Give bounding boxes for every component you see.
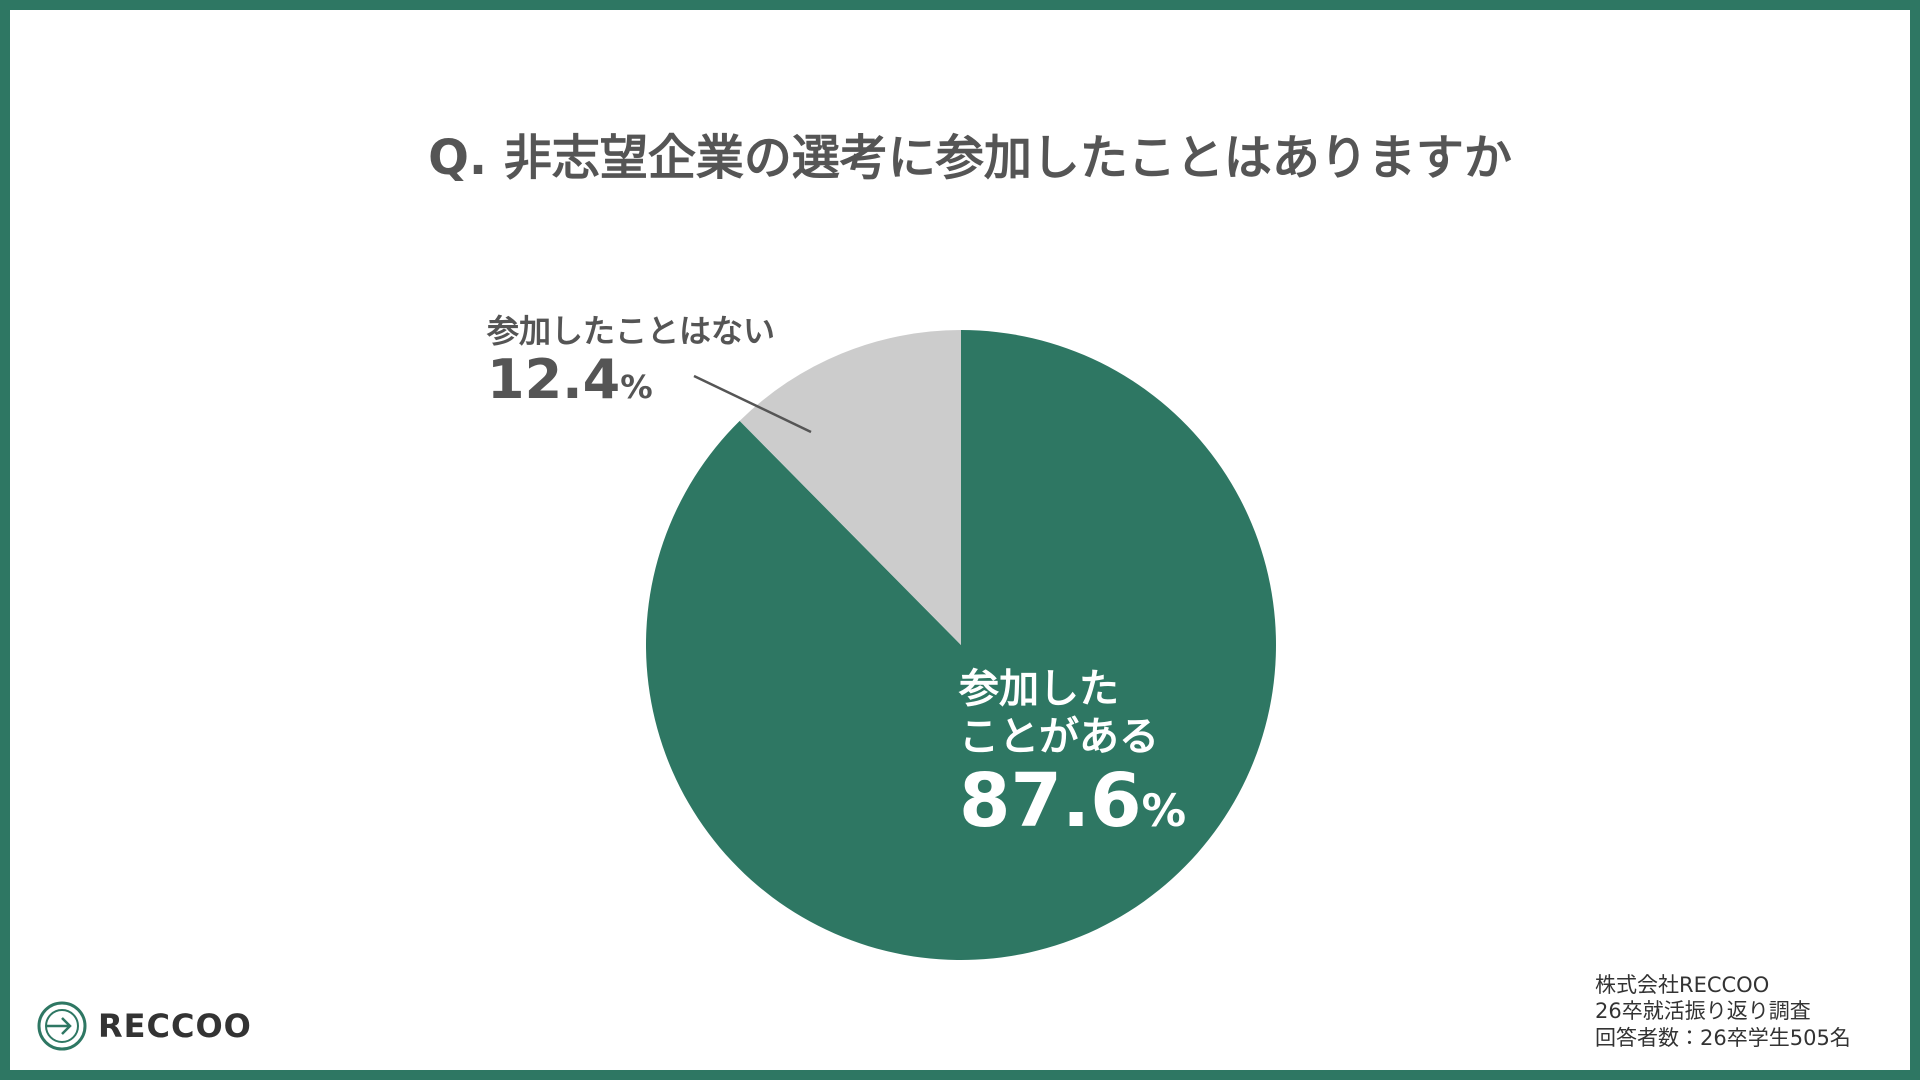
slice-label: 参加したことはない 12.4% xyxy=(487,312,775,410)
footer: 株式会社RECCOO 26卒就活振り返り調査 回答者数：26卒学生505名 xyxy=(1595,972,1851,1051)
value-label: 12.4% xyxy=(487,348,653,412)
footer-line: 26卒就活振り返り調査 xyxy=(1595,999,1811,1024)
footer-line: 回答者数：26卒学生505名 xyxy=(1595,1025,1851,1050)
leader-line xyxy=(693,374,812,434)
chart-title: Q. 非志望企業の選考に参加したことはありますか xyxy=(428,130,1512,186)
category-label: 参加した ことがある xyxy=(959,666,1159,760)
logo-icon xyxy=(37,1001,87,1051)
pie-slice xyxy=(739,330,961,645)
logo-text: RECCOO xyxy=(98,1007,252,1045)
value-label: 87.6% xyxy=(959,758,1187,844)
category-label: 参加したことはない xyxy=(487,312,776,350)
chart xyxy=(646,330,1276,960)
footer-line: 株式会社RECCOO xyxy=(1595,973,1770,997)
slice-label: 参加した ことがある 87.6% xyxy=(959,665,1186,842)
logo: RECCOO xyxy=(36,1000,252,1052)
